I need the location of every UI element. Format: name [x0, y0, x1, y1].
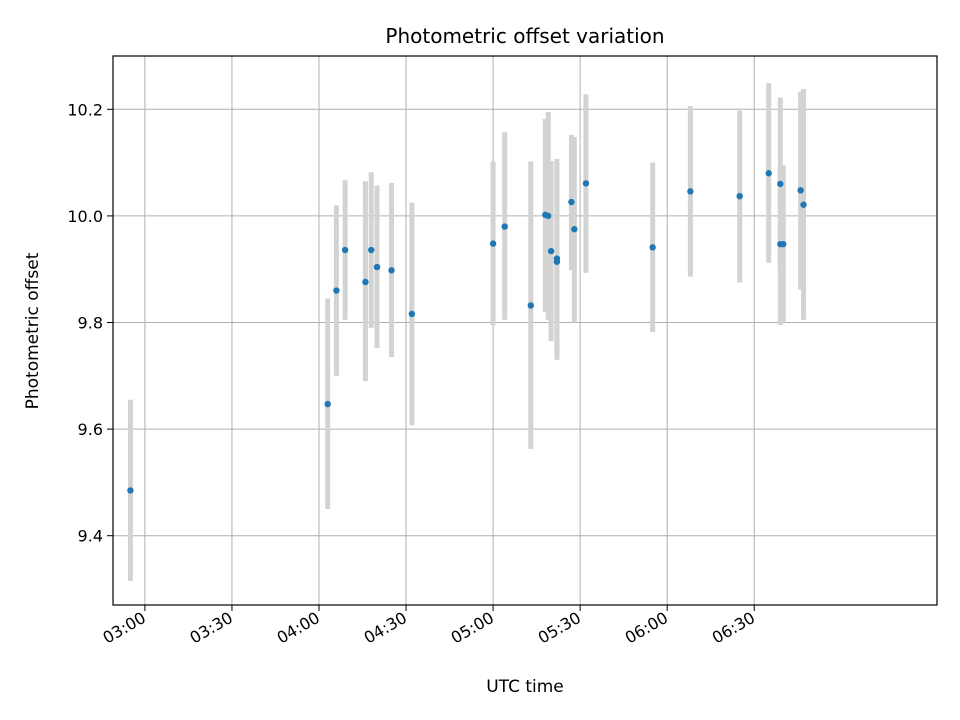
data-point	[797, 187, 804, 194]
data-point	[571, 226, 578, 233]
chart-title: Photometric offset variation	[385, 24, 664, 48]
y-axis-label: Photometric offset	[23, 252, 43, 409]
data-point	[368, 246, 375, 254]
data-point	[362, 278, 369, 286]
y-axis-ticks: 9.4 9.6 9.8 10.0 10.2	[67, 100, 113, 546]
plot-frame	[112, 55, 938, 606]
data-point	[527, 302, 535, 309]
data-point	[547, 247, 555, 255]
x-axis-label: UTC time	[486, 677, 564, 697]
data-point	[324, 400, 331, 408]
data-point	[582, 180, 590, 187]
data-point	[373, 263, 381, 271]
data-points	[127, 170, 807, 494]
data-point	[736, 192, 743, 200]
y-tick-label: 9.4	[78, 527, 103, 546]
data-point	[545, 212, 552, 220]
y-tick-label: 9.8	[78, 314, 103, 333]
data-point	[568, 198, 575, 206]
data-point	[388, 267, 395, 274]
data-point	[489, 240, 497, 247]
data-point	[333, 287, 340, 294]
y-tick-label: 10.2	[67, 100, 103, 119]
data-point	[501, 223, 508, 230]
data-point	[553, 258, 561, 265]
grid	[113, 56, 937, 605]
data-point	[777, 180, 784, 188]
data-point	[780, 240, 787, 248]
y-tick-label: 10.0	[67, 207, 103, 226]
data-point	[800, 201, 807, 208]
data-point	[687, 188, 694, 195]
y-tick-label: 9.6	[78, 420, 103, 439]
data-point	[408, 310, 416, 318]
data-point	[765, 170, 772, 177]
data-point	[341, 246, 349, 254]
data-point	[649, 244, 656, 251]
data-point	[127, 487, 134, 494]
